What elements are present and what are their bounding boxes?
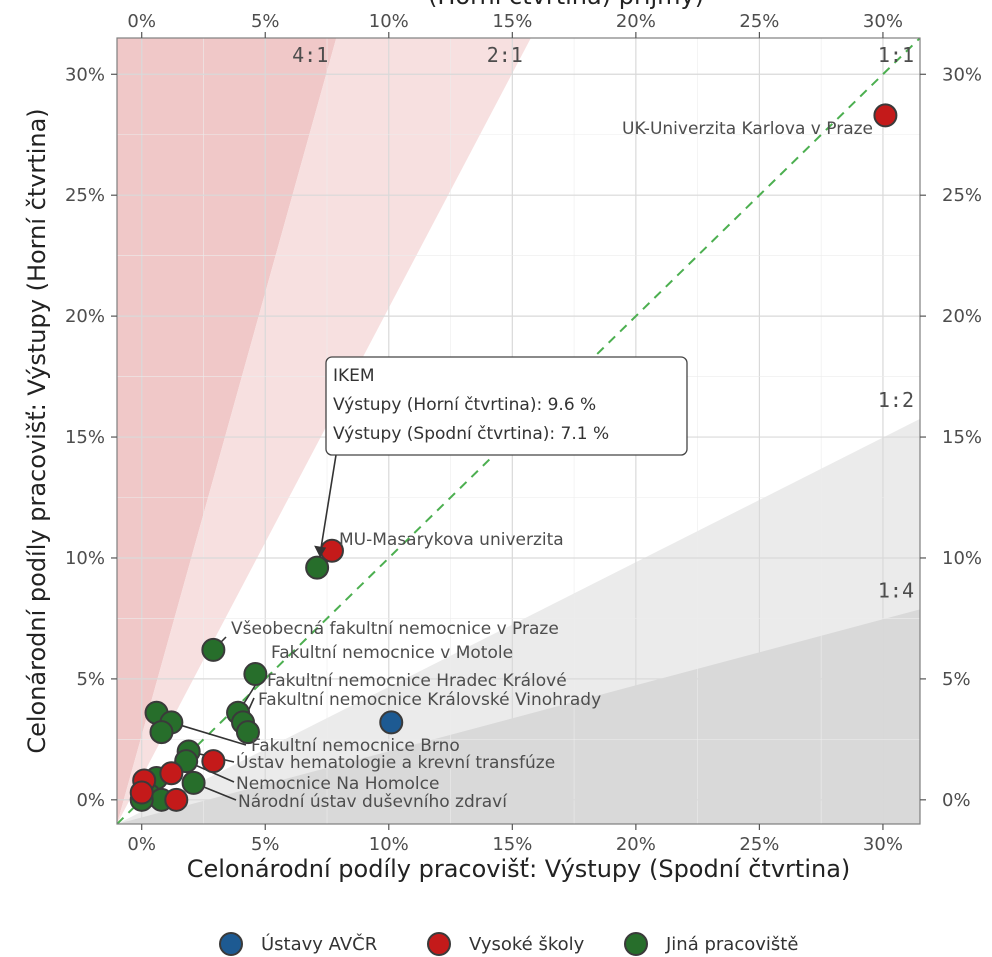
ratio-label-1-to-2: 1:2: [878, 388, 914, 412]
point-label-fakultni-nemocnice-kralovske-vinohrady: Fakultní nemocnice Královské Vinohrady: [258, 690, 601, 710]
y-tick-label: 30%: [65, 64, 105, 85]
point-jina-pracoviste: [201, 637, 226, 662]
legend-swatch: [624, 932, 648, 956]
ratio-label-1-to-1: 1:1: [878, 43, 914, 67]
tooltip-arrow-head: [314, 545, 327, 558]
y-tick-label: 5%: [76, 669, 105, 690]
x-top-tick-label: 0%: [127, 11, 156, 32]
point-vysoke-skoly: [873, 103, 898, 128]
point-label-fakultni-nemocnice-hradec-kralove: Fakultní nemocnice Hradec Králové: [267, 671, 567, 691]
point-ustavy-avcr: [379, 710, 404, 735]
x-tick-label: 15%: [492, 834, 532, 855]
x-tick-label: 0%: [127, 834, 156, 855]
ratio-labels: 4:1 2:1 1:1 1:2 1:4: [292, 43, 914, 602]
band-1-to-4: [117, 609, 920, 824]
point-jina-pracoviste: [149, 720, 174, 745]
y-right-tick-label: 25%: [942, 185, 982, 206]
x-top-tick-label: 10%: [369, 11, 409, 32]
point-jina-pracoviste: [305, 555, 330, 580]
x-axis-title: Celonárodní podíly pracovišť: Výstupy (S…: [187, 855, 851, 883]
x-top-tick-label: 30%: [863, 11, 903, 32]
y-axis-title: Celonárodní podíly pracovišť: Výstupy (H…: [23, 108, 51, 753]
ratio-bands: [117, 38, 920, 824]
point-label-uk-univerzita-karlova-v-praze: UK-Univerzita Karlova v Praze: [622, 119, 873, 139]
x-tick-label: 25%: [739, 834, 779, 855]
point-jina-pracoviste: [181, 770, 206, 795]
ratio-label-2-to-1: 2:1: [487, 43, 523, 67]
legend-label: Jiná pracoviště: [665, 934, 798, 955]
y-tick-label: 15%: [65, 427, 105, 448]
y-tick-label: 25%: [65, 185, 105, 206]
point-label-narodni-ustav-dusevniho-zdravi: Národní ústav duševního zdraví: [238, 792, 508, 812]
point-labels: UK-Univerzita Karlova v Praze MU-Masaryko…: [231, 119, 873, 812]
legend-label: Vysoké školy: [469, 934, 585, 955]
legend-swatch: [219, 932, 243, 956]
tooltip-line-3: Výstupy (Spodní čtvrtina): 7.1 %: [333, 424, 609, 444]
top-axis-title-partial: (Horní čtvrtina) příjmy): [428, 0, 704, 10]
x-tick-label: 5%: [251, 834, 280, 855]
x-top-tick-label: 20%: [616, 11, 656, 32]
point-vysoke-skoly: [129, 780, 154, 805]
data-points: [129, 103, 898, 812]
tooltip: IKEM Výstupy (Horní čtvrtina): 9.6 % Výstu…: [314, 356, 688, 558]
panel-border: [116, 37, 921, 825]
x-top-tick-label: 15%: [492, 11, 532, 32]
x-top-tick-label: 5%: [251, 11, 280, 32]
y-tick-label: 20%: [65, 306, 105, 327]
point-label-mu-masarykova-univerzita: MU-Masarykova univerzita: [339, 530, 564, 550]
legend: Ústavy AVČR Vysoké školy Jiná pracoviště: [219, 932, 798, 956]
x-tick-label: 30%: [863, 834, 903, 855]
y-right-tick-label: 5%: [942, 669, 971, 690]
x-top-tick-label: 25%: [739, 11, 779, 32]
legend-item-ustavy-avcr: Ústavy AVČR: [219, 932, 377, 956]
tooltip-box: [325, 356, 688, 456]
point-vysoke-skoly: [164, 787, 189, 812]
point-label-ustav-hematologie-a-krevni-transfuze: Ústav hematologie a krevní transfúze: [236, 751, 555, 773]
point-jina-pracoviste: [243, 662, 268, 687]
y-right-tick-label: 0%: [942, 790, 971, 811]
point-label-nemocnice-na-homolce: Nemocnice Na Homolce: [236, 774, 439, 794]
point-label-fakultni-nemocnice-v-motole: Fakultní nemocnice v Motole: [271, 643, 513, 663]
y-right-tick-label: 10%: [942, 548, 982, 569]
y-right-tick-label: 30%: [942, 64, 982, 85]
leader-line: [171, 721, 247, 746]
point-label-vseobecna-fakultni-nemocnice-v-praze: Všeobecná fakultní nemocnice v Praze: [231, 619, 559, 639]
grid-lines: [117, 38, 920, 824]
x-tick-label: 10%: [369, 834, 409, 855]
point-label-fakultni-nemocnice-brno: Fakultní nemocnice Brno: [251, 736, 460, 756]
tooltip-line-2: Výstupy (Horní čtvrtina): 9.6 %: [333, 395, 596, 415]
y-tick-label: 0%: [76, 790, 105, 811]
ratio-label-1-to-4: 1:4: [878, 578, 914, 602]
legend-item-jina-pracoviste: Jiná pracoviště: [624, 932, 798, 956]
y-tick-label: 10%: [65, 548, 105, 569]
legend-item-vysoke-skoly: Vysoké školy: [427, 932, 585, 956]
point-vysoke-skoly: [201, 749, 226, 774]
ratio-label-4-to-1: 4:1: [292, 43, 328, 67]
point-jina-pracoviste: [235, 720, 260, 745]
y-right-tick-label: 20%: [942, 306, 982, 327]
band-2-to-1: [117, 38, 531, 824]
legend-swatch: [427, 932, 451, 956]
tooltip-line-1: IKEM: [333, 366, 375, 386]
legend-label: Ústavy AVČR: [261, 933, 377, 955]
tooltip-leader-line: [319, 454, 337, 554]
x-tick-label: 20%: [616, 834, 656, 855]
axis-ticks: 0% 0% 5% 5% 10% 10% 15% 15% 20% 20% 25% 25% 30% 30% 0%…: [65, 11, 982, 855]
y-right-tick-label: 15%: [942, 427, 982, 448]
point-vysoke-skoly: [159, 761, 184, 786]
